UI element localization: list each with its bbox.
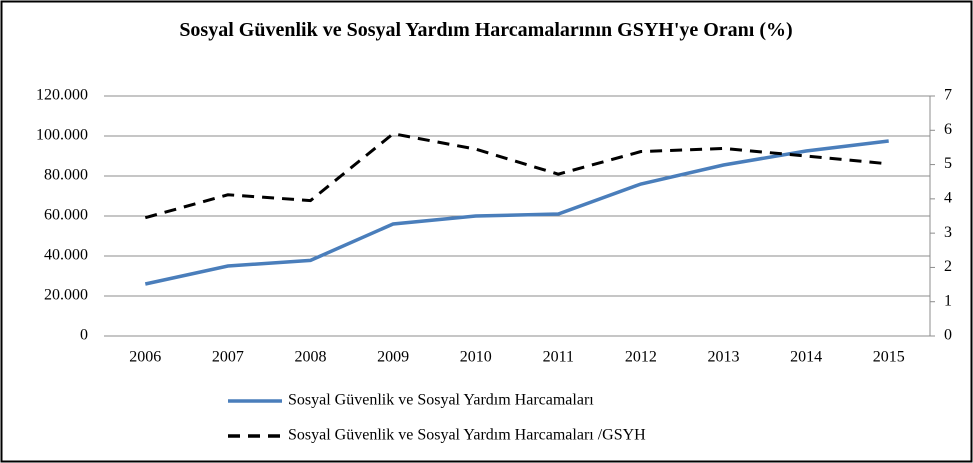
x-tick-label: 2009 [377, 349, 409, 366]
y-tick-label: 120.000 [36, 87, 88, 104]
x-tick-label: 2011 [543, 349, 574, 366]
y2-tick-label: 3 [944, 224, 952, 241]
x-tick-label: 2015 [873, 349, 905, 366]
y2-tick-label: 0 [944, 327, 952, 344]
y-tick-label: 80.000 [44, 167, 88, 184]
y-tick-label: 40.000 [44, 247, 88, 264]
legend-label: Sosyal Güvenlik ve Sosyal Yardım Harcama… [288, 427, 646, 444]
y2-tick-label: 6 [944, 121, 952, 138]
x-tick-label: 2010 [460, 349, 492, 366]
x-tick-label: 2014 [790, 349, 822, 366]
y-tick-label: 60.000 [44, 207, 88, 224]
y-tick-label: 20.000 [44, 287, 88, 304]
y2-tick-label: 7 [944, 87, 952, 104]
x-tick-label: 2013 [708, 349, 740, 366]
x-tick-label: 2006 [129, 349, 161, 366]
y-tick-label: 0 [80, 327, 88, 344]
y2-tick-label: 4 [944, 190, 952, 207]
x-tick-label: 2012 [625, 349, 657, 366]
legend-label: Sosyal Güvenlik ve Sosyal Yardım Harcama… [288, 392, 594, 409]
y2-tick-label: 2 [944, 258, 952, 275]
y2-tick-label: 1 [944, 292, 952, 309]
chart-title: Sosyal Güvenlik ve Sosyal Yardım Harcama… [179, 19, 793, 41]
x-tick-label: 2007 [212, 349, 244, 366]
series-line [144, 132, 889, 220]
y-tick-label: 100.000 [36, 127, 88, 144]
series-line [144, 139, 889, 286]
x-tick-label: 2008 [295, 349, 327, 366]
y2-tick-label: 5 [944, 155, 952, 172]
